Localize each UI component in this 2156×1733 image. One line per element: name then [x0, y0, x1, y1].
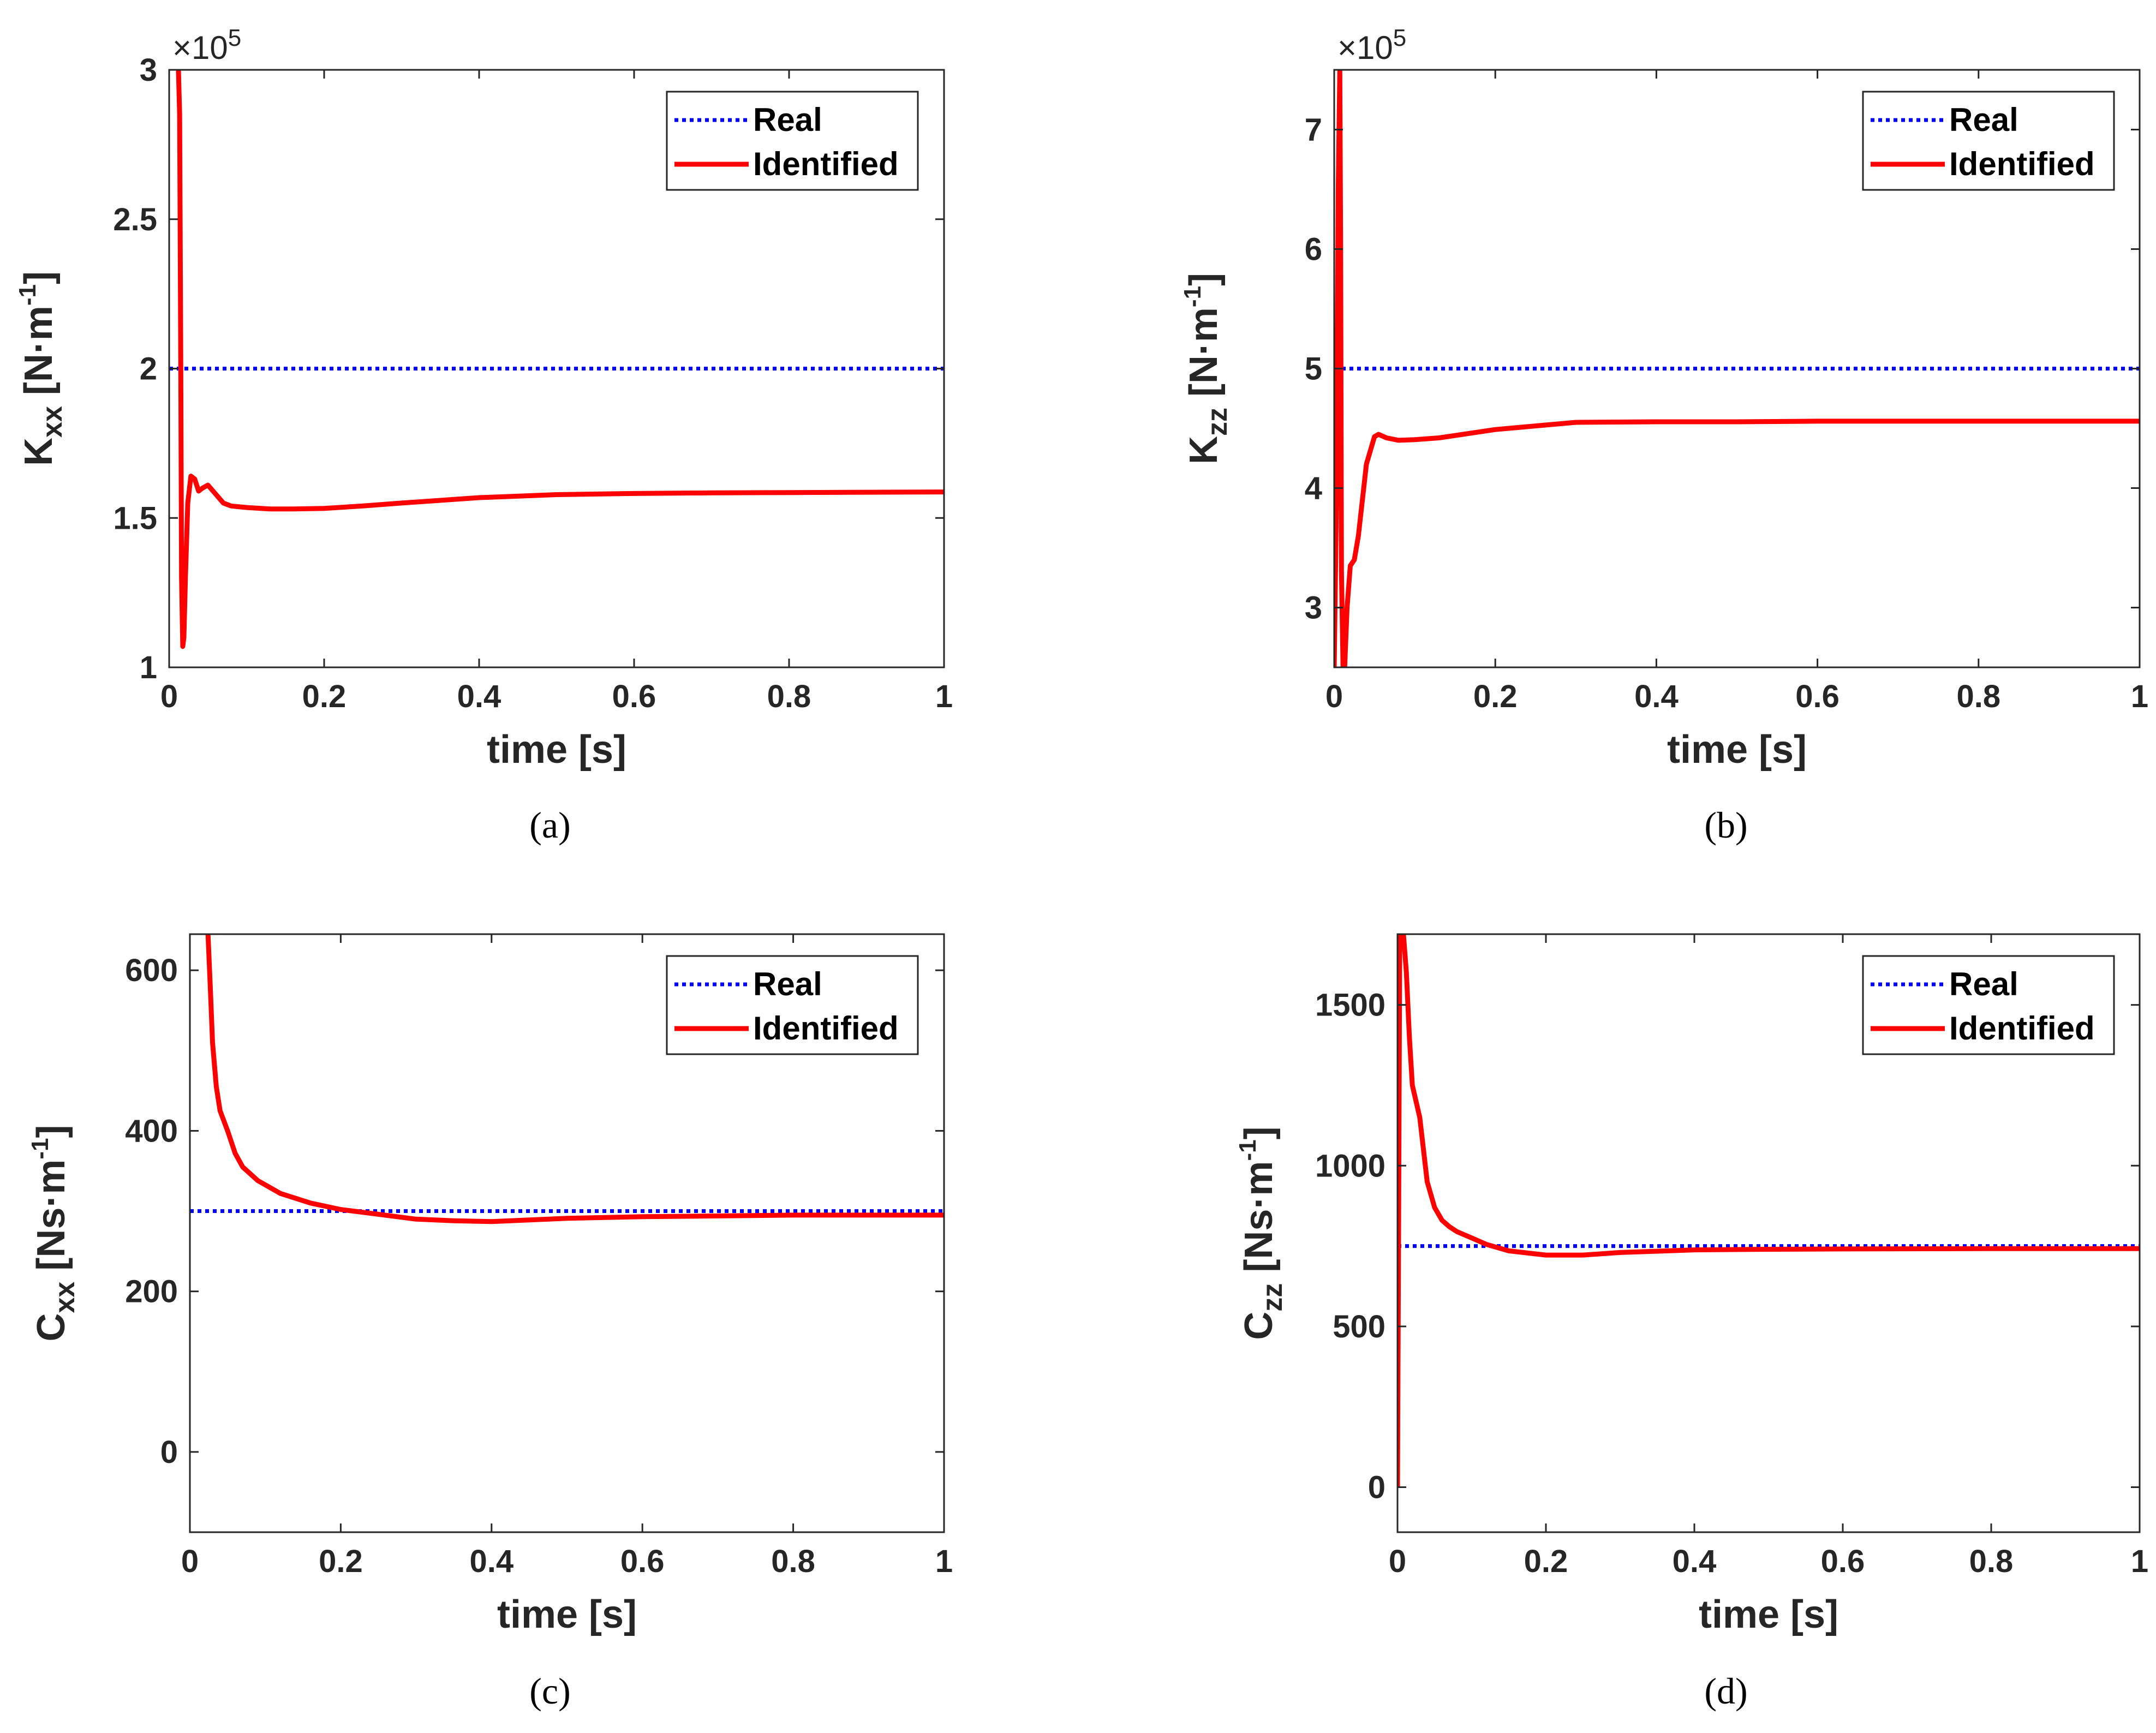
y-tick-label: 2.5	[113, 202, 157, 237]
y-axis-label: Czz [Ns·m-1]	[1234, 1126, 1288, 1340]
y-tick-label: 0	[160, 1435, 178, 1470]
x-tick-label: 0	[1389, 1544, 1406, 1579]
x-tick-label: 0	[1325, 679, 1343, 714]
x-axis-label: time [s]	[1667, 728, 1807, 772]
x-tick-label: 0.2	[1524, 1544, 1568, 1579]
x-tick-label: 0.2	[1473, 679, 1518, 714]
legend: Real Identified	[666, 91, 919, 191]
legend-real-label: Real	[753, 101, 822, 138]
x-tick-label: 0.8	[767, 679, 811, 714]
x-tick-label: 0	[181, 1544, 199, 1579]
x-tick-label: 1	[2131, 1544, 2148, 1579]
axis-exponent: ×105	[172, 25, 241, 66]
identified-series-line	[1397, 934, 2140, 1487]
y-tick-label: 1	[140, 650, 157, 685]
y-tick-label: 7	[1305, 112, 1322, 148]
panel-caption: (b)	[1704, 804, 1747, 846]
y-tick-label: 1000	[1315, 1148, 1385, 1184]
x-axis-label: time [s]	[487, 728, 626, 772]
x-tick-label: 0.8	[771, 1544, 815, 1579]
legend-identified-label: Identified	[753, 1010, 899, 1047]
legend-identified-label: Identified	[1949, 1010, 2095, 1047]
legend: Real Identified	[666, 955, 919, 1055]
y-axis-label: Kzz [N·m-1]	[1179, 273, 1233, 464]
legend-identified-label: Identified	[753, 146, 899, 182]
y-tick-label: 2	[140, 351, 157, 387]
x-axis-label: time [s]	[1699, 1593, 1838, 1636]
legend-box	[1862, 955, 2115, 1055]
x-tick-label: 0.4	[1673, 1544, 1717, 1579]
panel-caption: (c)	[529, 1670, 570, 1712]
x-tick-label: 0.6	[620, 1544, 665, 1579]
x-tick-label: 1	[935, 679, 953, 714]
legend: Real Identified	[1862, 91, 2115, 191]
legend-real-label: Real	[1949, 966, 2018, 1002]
y-tick-label: 200	[125, 1274, 178, 1310]
y-tick-label: 5	[1305, 351, 1322, 387]
y-tick-label: 600	[125, 953, 178, 988]
identified-series-line	[1334, 70, 2140, 667]
identified-series-line	[205, 934, 944, 1224]
y-tick-label: 4	[1305, 471, 1322, 506]
y-tick-label: 6	[1305, 232, 1322, 267]
x-tick-label: 0.4	[469, 1544, 513, 1579]
x-tick-label: 0.2	[319, 1544, 363, 1579]
y-tick-label: 1.5	[113, 500, 157, 536]
x-tick-label: 0.6	[1821, 1544, 1865, 1579]
legend-real-label: Real	[1949, 101, 2018, 138]
axes-box	[1396, 933, 2141, 1533]
x-tick-label: 0.6	[1795, 679, 1840, 714]
x-tick-label: 0	[160, 679, 178, 714]
panel-caption: (d)	[1704, 1670, 1747, 1712]
y-tick-label: 3	[1305, 590, 1322, 626]
x-tick-label: 0.8	[1969, 1544, 2014, 1579]
panel-b: 0 0.2 0.4 0.6 0.8 1 3 4 5 6 7 ×105 time [s] Kzz [N·m-…	[1179, 25, 2148, 846]
legend: Real Identified	[1862, 955, 2115, 1055]
panel-c: 0 0.2 0.4 0.6 0.8 1 0 200 400 600 time [s] Cxx [Ns·…	[27, 933, 953, 1712]
legend-box	[666, 955, 919, 1055]
x-tick-label: 0.2	[302, 679, 347, 714]
x-axis-label: time [s]	[497, 1593, 637, 1636]
y-tick-label: 500	[1333, 1309, 1385, 1344]
x-tick-label: 0.4	[1634, 679, 1679, 714]
legend-box	[666, 91, 919, 191]
y-tick-label: 400	[125, 1113, 178, 1149]
panel-caption: (a)	[529, 804, 570, 846]
axes-box	[189, 933, 945, 1533]
x-tick-label: 0.6	[612, 679, 656, 714]
legend-real-label: Real	[753, 966, 822, 1002]
x-tick-label: 0.8	[1956, 679, 2000, 714]
x-tick-label: 1	[935, 1544, 953, 1579]
x-tick-label: 0.4	[457, 679, 501, 714]
axis-exponent: ×105	[1337, 25, 1406, 66]
y-axis-label: Cxx [Ns·m-1]	[27, 1125, 81, 1342]
y-tick-label: 1500	[1315, 988, 1385, 1023]
legend-box	[1862, 91, 2115, 191]
y-tick-label: 3	[140, 52, 157, 88]
panel-d: 0 0.2 0.4 0.6 0.8 1 0 500 1000 1500 time [s] Czz [N…	[1234, 933, 2148, 1712]
x-tick-label: 1	[2131, 679, 2148, 714]
legend-identified-label: Identified	[1949, 146, 2095, 182]
identified-series-line	[176, 70, 944, 649]
y-axis-label: Kxx [N·m-1]	[14, 271, 68, 466]
y-tick-label: 0	[1368, 1470, 1385, 1505]
panel-a: 0 0.2 0.4 0.6 0.8 1 1 1.5 2 2.5 3 ×105 time [s] Kxx […	[14, 25, 953, 846]
